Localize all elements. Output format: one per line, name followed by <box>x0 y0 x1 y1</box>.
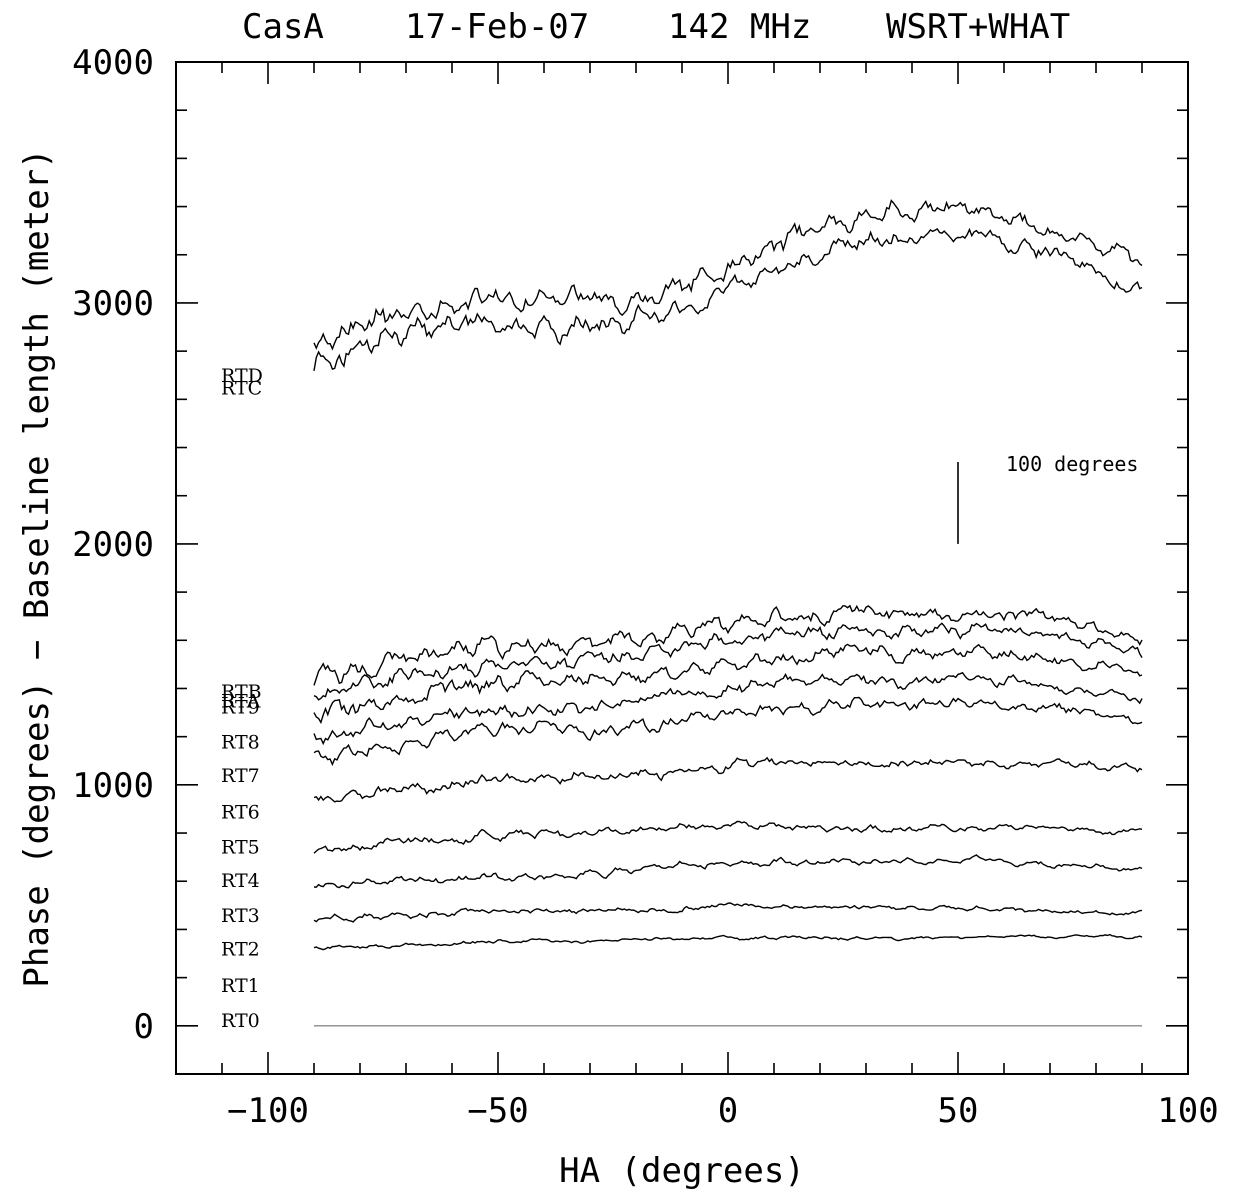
series-label: RT6 <box>221 801 260 823</box>
series-label: RTB <box>221 681 262 703</box>
series-label: RTC <box>221 377 262 399</box>
series-line <box>313 696 1143 767</box>
x-axis-label: HA (degrees) <box>559 1151 805 1191</box>
series-line <box>313 933 1143 951</box>
series-line <box>313 756 1143 803</box>
x-tick-label: −50 <box>467 1091 528 1131</box>
title-source: CasA <box>242 7 324 47</box>
title-frequency: 142 MHz <box>668 7 811 47</box>
scale-bar-label: 100 degrees <box>1006 452 1138 476</box>
axis-ticks <box>176 61 1189 1075</box>
series-label: RT0 <box>221 1010 260 1032</box>
x-tick-label: 50 <box>938 1091 979 1131</box>
y-tick-label: 0 <box>134 1007 154 1047</box>
y-tick-label: 1000 <box>72 766 154 806</box>
series-label: RTA <box>221 691 261 713</box>
series-line <box>313 622 1143 701</box>
series-label: RT4 <box>221 870 260 892</box>
y-tick-labels: 0 1000 2000 3000 4000 <box>72 43 154 1047</box>
plot-frame <box>175 61 1189 1075</box>
y-axis-label: Phase (degrees) − Baseline length (meter… <box>17 148 57 987</box>
series-label: RTD <box>221 365 263 387</box>
series-line <box>313 199 1143 351</box>
series-line <box>313 854 1143 889</box>
series-label: RT5 <box>221 836 260 858</box>
x-tick-label: −100 <box>227 1091 309 1131</box>
series-label: RT1 <box>221 975 260 997</box>
chart-title: CasA 17-Feb-07 142 MHz WSRT+WHAT <box>242 7 1070 47</box>
x-tick-label: 100 <box>1157 1091 1218 1131</box>
title-date: 17-Feb-07 <box>405 7 589 47</box>
series-line <box>313 643 1143 725</box>
series-line <box>313 671 1143 746</box>
series-label: RT3 <box>221 905 260 927</box>
y-tick-label: 3000 <box>72 284 154 324</box>
series-line <box>313 604 1143 686</box>
x-tick-labels: −100 −50 0 50 100 <box>227 1091 1219 1131</box>
series-line <box>313 902 1143 923</box>
series-line <box>313 820 1143 854</box>
y-tick-label: 2000 <box>72 525 154 565</box>
x-tick-label: 0 <box>718 1091 738 1131</box>
title-instrument: WSRT+WHAT <box>886 7 1070 47</box>
series-label: RT8 <box>221 731 260 753</box>
series-label: RT2 <box>221 939 260 961</box>
y-tick-label: 4000 <box>72 43 154 83</box>
series-traces <box>313 199 1143 1027</box>
series-label: RT7 <box>221 765 260 787</box>
series-label: RT9 <box>221 697 260 719</box>
series-line <box>313 227 1143 372</box>
scale-bar: 100 degrees <box>957 452 1138 544</box>
